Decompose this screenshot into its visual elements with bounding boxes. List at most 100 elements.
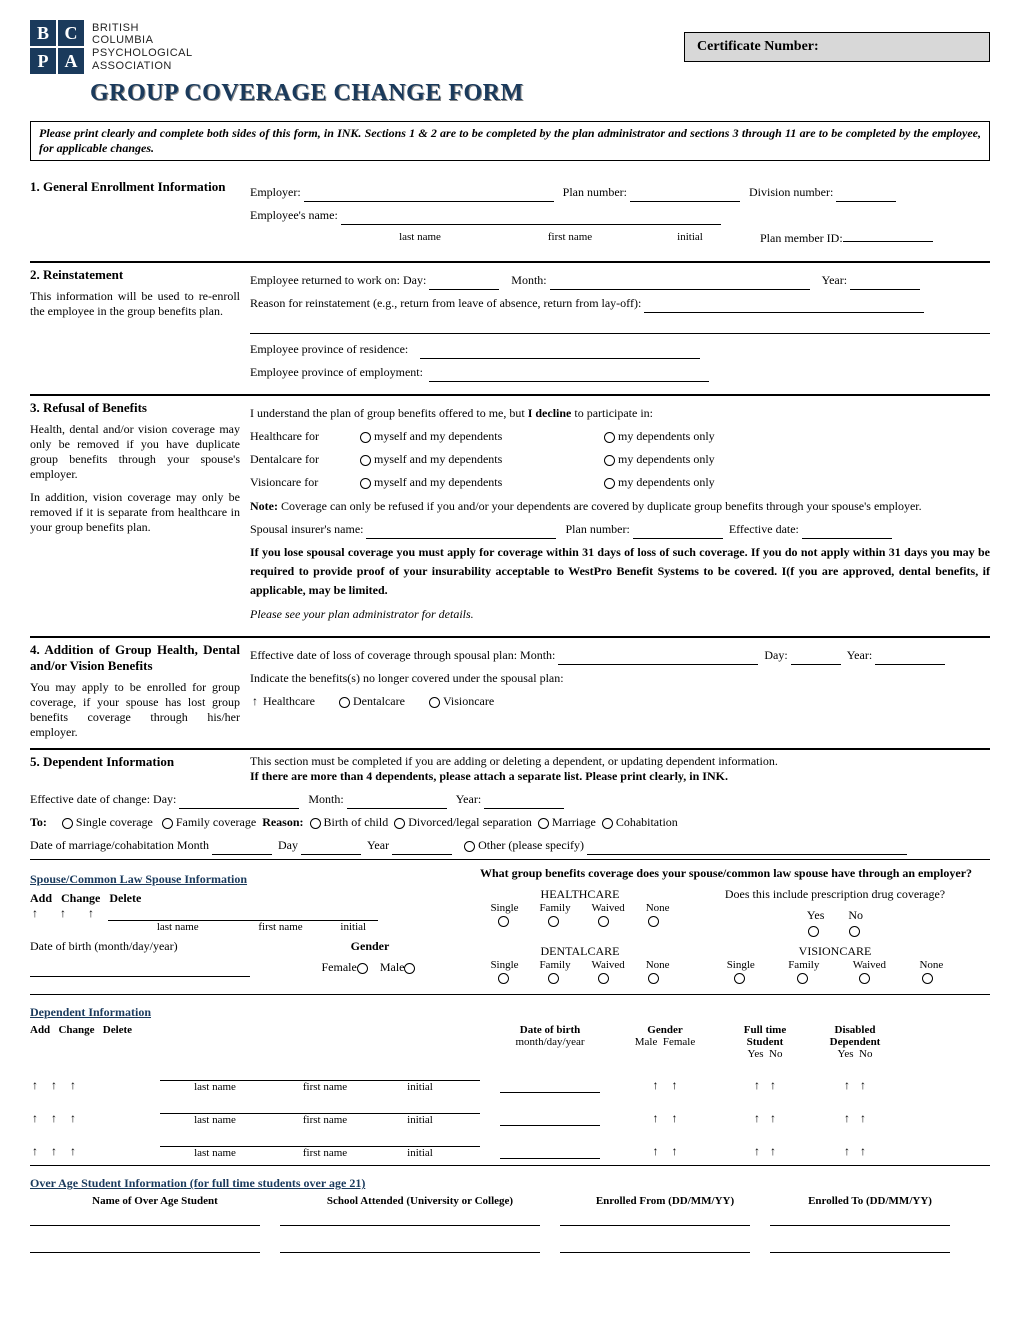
vc-waived-radio[interactable] [859,973,870,984]
dep0-dis-yes[interactable]: ↑ [842,1078,852,1093]
s3-0-opt1-radio[interactable] [360,432,371,443]
dm-year-input[interactable] [392,842,452,855]
sp-female-radio[interactable] [357,963,368,974]
dep1-dis-yes[interactable]: ↑ [842,1111,852,1126]
dep2-dob-input[interactable] [500,1146,600,1159]
returned-month-input[interactable] [550,277,810,290]
sp-dob-input[interactable] [30,964,250,977]
certificate-number-box[interactable]: Certificate Number: [684,32,990,62]
dep0-dis-no[interactable]: ↑ [858,1078,868,1093]
divorced-radio[interactable] [394,818,405,829]
oa1-name[interactable] [30,1213,260,1226]
dep2-ft-yes[interactable]: ↑ [752,1144,762,1159]
dep1-male[interactable]: ↑ [651,1111,661,1126]
sp-male-radio[interactable] [404,963,415,974]
dep1-dis-no[interactable]: ↑ [858,1111,868,1126]
s3-1-opt2-radio[interactable] [604,455,615,466]
dep0-female[interactable]: ↑ [670,1078,680,1093]
dm-month-input[interactable] [212,842,272,855]
s5-day-input[interactable] [179,796,299,809]
dep1-ft-yes[interactable]: ↑ [752,1111,762,1126]
vc-family-radio[interactable] [797,973,808,984]
s4-month-input[interactable] [558,652,758,665]
oa2-from[interactable] [560,1240,750,1253]
dm-day-input[interactable] [301,842,361,855]
oa2-name[interactable] [30,1240,260,1253]
s4-dentalcare-radio[interactable] [339,697,350,708]
dep1-delete-arrow[interactable]: ↑ [68,1111,78,1126]
oa2-to[interactable] [770,1240,950,1253]
s3-2-opt1-radio[interactable] [360,478,371,489]
dep1-dob-input[interactable] [500,1113,600,1126]
plan-number-input[interactable] [630,189,740,202]
reason-input-2[interactable] [250,317,990,334]
dep2-male[interactable]: ↑ [651,1144,661,1159]
oa2-school[interactable] [280,1240,540,1253]
dep1-name-input[interactable] [160,1101,480,1114]
oa1-school[interactable] [280,1213,540,1226]
dep0-ft-no[interactable]: ↑ [768,1078,778,1093]
dep0-ft-yes[interactable]: ↑ [752,1078,762,1093]
s3-2-opt2-radio[interactable] [604,478,615,489]
dep1-add-arrow[interactable]: ↑ [30,1111,40,1126]
s3-0-opt2-radio[interactable] [604,432,615,443]
birth-radio[interactable] [310,818,321,829]
delete-arrow-icon[interactable]: ↑ [86,906,96,921]
dep0-dob-input[interactable] [500,1080,600,1093]
dep2-add-arrow[interactable]: ↑ [30,1144,40,1159]
dep0-delete-arrow[interactable]: ↑ [68,1078,78,1093]
s4-visioncare-radio[interactable] [429,697,440,708]
dep2-ft-no[interactable]: ↑ [768,1144,778,1159]
oa1-to[interactable] [770,1213,950,1226]
sp-eff-input[interactable] [802,526,892,539]
change-arrow-icon[interactable]: ↑ [58,906,68,921]
returned-day-input[interactable] [429,277,499,290]
reason-input[interactable] [644,300,924,313]
returned-year-input[interactable] [850,277,920,290]
dc-waived-radio[interactable] [598,973,609,984]
vc-single-radio[interactable] [734,973,745,984]
s3-1-opt1-radio[interactable] [360,455,371,466]
arrow-icon[interactable]: ↑ [250,692,260,711]
employer-input[interactable] [304,189,554,202]
dep2-dis-yes[interactable]: ↑ [842,1144,852,1159]
vc-none-radio[interactable] [922,973,933,984]
member-id-input[interactable] [843,229,933,242]
hc-single-radio[interactable] [498,916,509,927]
marriage-radio[interactable] [538,818,549,829]
single-coverage-radio[interactable] [62,818,73,829]
s4-year-input[interactable] [875,652,945,665]
employee-name-input[interactable] [341,212,721,225]
dc-single-radio[interactable] [498,973,509,984]
dep2-change-arrow[interactable]: ↑ [49,1144,59,1159]
rx-no-radio[interactable] [849,926,860,937]
spouse-name-input[interactable] [108,908,378,921]
hc-none-radio[interactable] [648,916,659,927]
dep1-female[interactable]: ↑ [670,1111,680,1126]
dep2-delete-arrow[interactable]: ↑ [68,1144,78,1159]
s5-month-input[interactable] [347,796,447,809]
dep2-name-input[interactable] [160,1134,480,1147]
other-radio[interactable] [464,841,475,852]
add-arrow-icon[interactable]: ↑ [30,906,40,921]
spousal-input[interactable] [366,526,556,539]
cohab-radio[interactable] [602,818,613,829]
s5-year-input[interactable] [484,796,564,809]
dep0-add-arrow[interactable]: ↑ [30,1078,40,1093]
family-coverage-radio[interactable] [162,818,173,829]
s4-day-input[interactable] [791,652,841,665]
dep2-dis-no[interactable]: ↑ [858,1144,868,1159]
oa1-from[interactable] [560,1213,750,1226]
hc-waived-radio[interactable] [598,916,609,927]
dep2-female[interactable]: ↑ [670,1144,680,1159]
prov-emp-input[interactable] [429,369,709,382]
prov-res-input[interactable] [420,346,700,359]
hc-family-radio[interactable] [548,916,559,927]
dc-none-radio[interactable] [648,973,659,984]
rx-yes-radio[interactable] [808,926,819,937]
division-number-input[interactable] [836,189,896,202]
dep1-change-arrow[interactable]: ↑ [49,1111,59,1126]
sp-plan-input[interactable] [633,526,723,539]
dc-family-radio[interactable] [548,973,559,984]
other-input[interactable] [587,842,907,855]
